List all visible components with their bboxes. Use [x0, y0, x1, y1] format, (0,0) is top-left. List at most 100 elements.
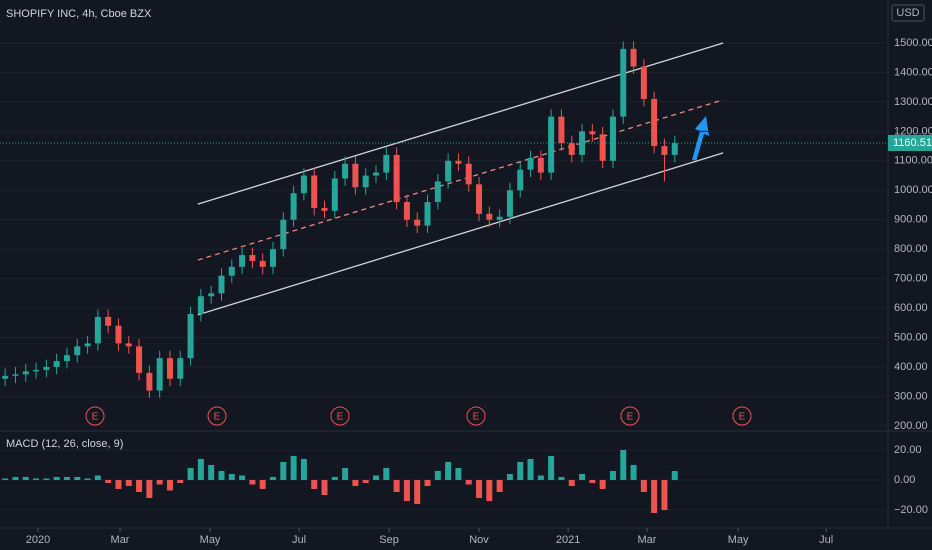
y-tick-label: 500.00	[894, 331, 928, 343]
histogram-bar	[589, 479, 596, 483]
histogram-bar	[115, 479, 122, 489]
earnings-label[interactable]: E	[337, 412, 344, 423]
earnings-marker[interactable]	[207, 406, 227, 426]
histogram-bar	[414, 479, 421, 504]
y-tick-label: 900.00	[894, 214, 928, 226]
histogram-bar	[383, 467, 390, 480]
candle-body	[403, 202, 410, 220]
candle-body	[239, 255, 246, 267]
candle-body	[424, 202, 431, 226]
y-tick-label: 700.00	[894, 273, 928, 285]
y-tick-label: 1300.00	[894, 96, 932, 108]
histogram-bar	[537, 475, 544, 480]
candle-body	[22, 371, 29, 375]
earnings-label[interactable]: E	[627, 412, 634, 423]
candle-body	[249, 255, 256, 261]
histogram-bar	[136, 479, 143, 492]
histogram-bar	[599, 479, 606, 489]
histogram-bar	[228, 473, 235, 480]
histogram-bar	[280, 461, 287, 480]
candle-body	[63, 355, 70, 362]
currency-box[interactable]	[891, 4, 925, 22]
earnings-marker[interactable]	[732, 406, 752, 426]
histogram-bar	[630, 464, 637, 480]
candle-body	[558, 116, 565, 144]
histogram-bar	[146, 479, 153, 498]
histogram-bar	[465, 479, 472, 485]
x-tick-label: Mar	[111, 534, 130, 546]
histogram-bar	[259, 479, 266, 489]
currency[interactable]: USD	[896, 7, 919, 19]
histogram-bar	[208, 464, 215, 480]
x-tick-label: May	[728, 534, 749, 546]
candle-body	[269, 249, 276, 267]
candle-body	[342, 163, 349, 179]
candle-body	[434, 181, 441, 203]
last-price-box	[888, 134, 932, 151]
candle-body	[300, 175, 307, 194]
candle-body	[517, 169, 524, 191]
histogram-bar	[22, 476, 29, 480]
histogram-bar	[197, 458, 204, 480]
histogram-bar	[568, 479, 575, 486]
earnings-label[interactable]: E	[92, 412, 99, 423]
y-tick-label: 1500.00	[894, 37, 932, 49]
histogram-bar	[434, 470, 441, 480]
candle-body	[352, 163, 359, 188]
histogram-bar	[609, 470, 616, 480]
histogram-bar	[218, 470, 225, 480]
last-price-label: 1160.51	[893, 137, 932, 149]
earnings-label[interactable]: E	[473, 412, 480, 423]
earnings-marker[interactable]	[466, 406, 486, 426]
candle-body	[414, 219, 421, 226]
candle-body	[166, 358, 173, 379]
earnings-marker[interactable]	[620, 406, 640, 426]
histogram-bar	[94, 475, 101, 480]
x-tick-label: Jul	[292, 534, 306, 546]
candle-body	[125, 343, 132, 347]
candle-body	[136, 346, 143, 373]
macd-title: MACD (12, 26, close, 9)	[6, 438, 123, 450]
candle-body	[476, 184, 483, 214]
histogram-bar	[63, 476, 70, 480]
candle-body	[12, 374, 19, 376]
y-tick-label: 200.00	[894, 420, 928, 432]
arrow-annotation	[692, 116, 709, 162]
candle-body	[156, 358, 163, 391]
earnings-marker[interactable]	[85, 406, 105, 426]
candle-body	[651, 98, 658, 147]
candle-body	[640, 66, 647, 99]
histogram-bar	[43, 478, 50, 480]
candle-body	[589, 131, 596, 135]
earnings-label[interactable]: E	[214, 412, 221, 423]
histogram-bar	[321, 479, 328, 495]
histogram-bar	[558, 476, 565, 480]
candle-body	[661, 146, 668, 155]
histogram-bar	[290, 455, 297, 480]
x-tick-label: Mar	[637, 534, 656, 546]
candle-body	[290, 193, 297, 220]
histogram-bar	[527, 458, 534, 480]
candle-body	[630, 48, 637, 67]
histogram-bar	[476, 479, 483, 498]
earnings-label[interactable]: E	[739, 412, 746, 423]
histogram-bar	[455, 467, 462, 480]
candle-body	[33, 369, 40, 372]
candle-body	[311, 175, 318, 208]
candle-body	[321, 207, 328, 211]
candle-body	[218, 275, 225, 294]
candle-body	[2, 375, 9, 379]
candle-body	[393, 154, 400, 203]
candle-body	[228, 266, 235, 276]
histogram-bar	[300, 458, 307, 480]
candle-body	[465, 163, 472, 185]
histogram-bar	[496, 479, 503, 492]
earnings-marker[interactable]	[330, 406, 350, 426]
histogram-bar	[579, 473, 586, 480]
y-tick-label: 1200.00	[894, 125, 932, 137]
y-tick-label: 1000.00	[894, 184, 932, 196]
candle-body	[537, 157, 544, 173]
y-tick-label: −20.00	[894, 504, 928, 516]
histogram-bar	[506, 473, 513, 480]
histogram-bar	[177, 479, 184, 483]
